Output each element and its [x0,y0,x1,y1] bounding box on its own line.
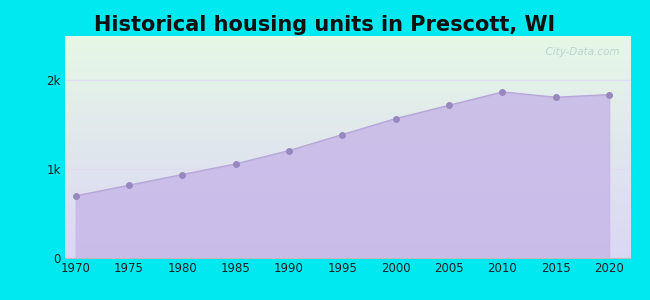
Text: City-Data.com: City-Data.com [539,47,619,57]
Text: Historical housing units in Prescott, WI: Historical housing units in Prescott, WI [94,15,556,35]
